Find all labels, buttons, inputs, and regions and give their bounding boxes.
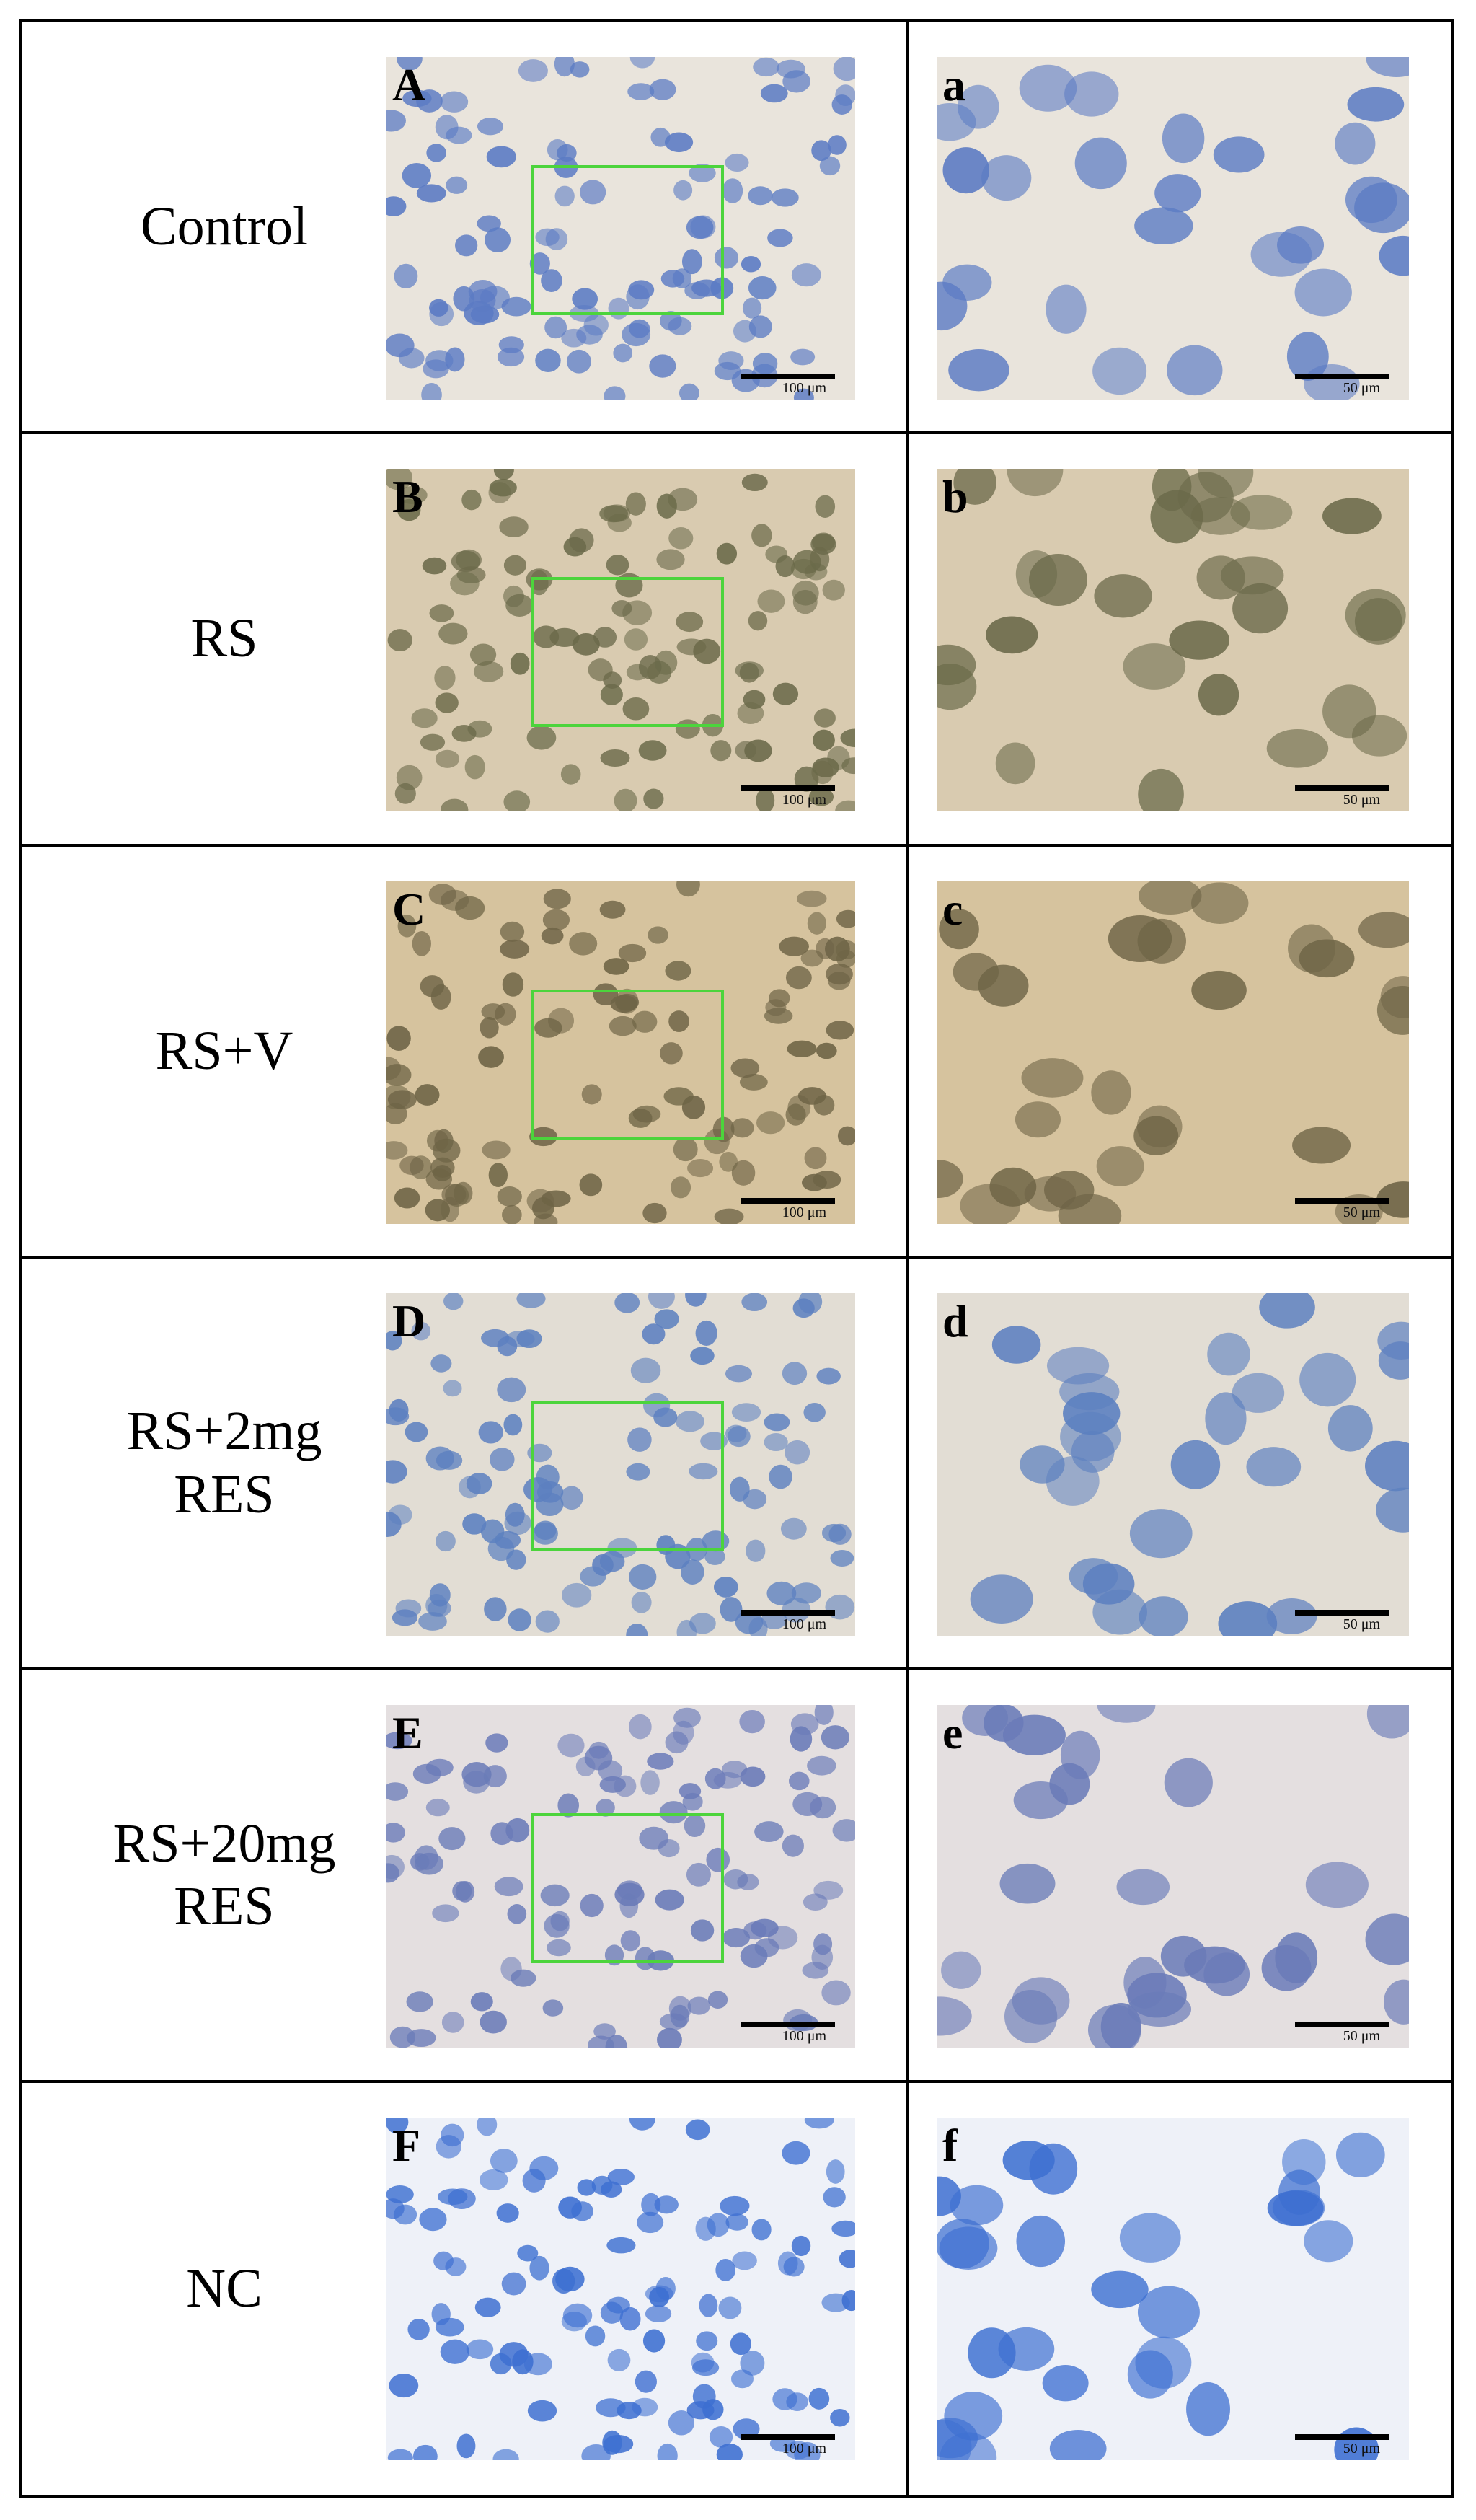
- micrograph: [937, 57, 1409, 400]
- micrograph: [937, 1293, 1409, 1636]
- row-label-line: RS: [190, 608, 258, 669]
- micrograph: [386, 469, 855, 812]
- panel-letter: E: [392, 1707, 423, 1759]
- high-magnification-panel: b 50 μm: [937, 469, 1409, 812]
- panel-letter: c: [942, 883, 963, 935]
- scale-label: 100 μm: [782, 2440, 826, 2457]
- row-label-line: NC: [186, 2257, 262, 2319]
- panel-letter: A: [392, 59, 426, 111]
- scale-label: 50 μm: [1343, 2028, 1380, 2045]
- panel-letter: b: [942, 471, 968, 523]
- micrograph: [937, 1705, 1409, 2048]
- low-magnification-panel: D 100 μm: [386, 1293, 855, 1636]
- panel-letter: e: [942, 1707, 963, 1759]
- micrograph: [937, 881, 1409, 1224]
- row-label: RS+V: [22, 847, 426, 1256]
- inset-box: [531, 989, 724, 1140]
- high-magnification-panel: f 50 μm: [937, 2117, 1409, 2460]
- micrograph: [386, 1705, 855, 2048]
- row-label: RS: [22, 434, 426, 843]
- row-label-line: RS+2mg: [126, 1401, 322, 1462]
- panel-letter: a: [942, 59, 965, 111]
- scale-bar: [1295, 785, 1389, 792]
- high-magnification-panel: e 50 μm: [937, 1705, 1409, 2048]
- high-magnification-panel: c 50 μm: [937, 881, 1409, 1224]
- micrograph: [386, 2117, 855, 2460]
- inset-box: [531, 165, 724, 316]
- scale-bar: [741, 374, 835, 380]
- scale-label: 100 μm: [782, 2028, 826, 2045]
- scale-bar: [1295, 374, 1389, 380]
- scale-label: 50 μm: [1343, 380, 1380, 397]
- scale-bar: [741, 1610, 835, 1616]
- panel-letter: D: [392, 1295, 426, 1347]
- row-label-line: Control: [140, 195, 309, 257]
- scale-label: 50 μm: [1343, 1616, 1380, 1633]
- inset-box: [531, 1401, 724, 1552]
- figure-row: NC F 100 μm f 50 μm: [22, 2083, 1451, 2495]
- row-label-line: RES: [174, 1875, 275, 1937]
- panel-letter: d: [942, 1295, 968, 1347]
- scale-label: 100 μm: [782, 1616, 826, 1633]
- figure-row: RS B 100 μm b 50 μm: [22, 434, 1451, 847]
- row-label-line: RS+20mg: [112, 1812, 336, 1874]
- scale-bar: [741, 785, 835, 792]
- scale-label: 50 μm: [1343, 792, 1380, 809]
- figure: Control A 100 μm a 50 μm RS B 100 μm b 50 μm RS+V C…: [19, 19, 1454, 2498]
- column-divider: [906, 22, 909, 2495]
- inset-box: [531, 577, 724, 728]
- figure-row: RS+20mg RES E 100 μm e 50 μm: [22, 1670, 1451, 2083]
- scale-bar: [741, 2022, 835, 2028]
- micrograph: [386, 881, 855, 1224]
- figure-row: Control A 100 μm a 50 μm: [22, 22, 1451, 435]
- scale-bar: [1295, 1610, 1389, 1616]
- scale-label: 100 μm: [782, 792, 826, 809]
- figure-row: RS+V C 100 μm c 50 μm: [22, 847, 1451, 1259]
- low-magnification-panel: F 100 μm: [386, 2117, 855, 2460]
- scale-label: 50 μm: [1343, 2440, 1380, 2457]
- panel-letter: C: [392, 883, 426, 935]
- row-label-line: RES: [174, 1463, 275, 1525]
- row-label-line: RS+V: [155, 1020, 293, 1081]
- scale-label: 50 μm: [1343, 1204, 1380, 1220]
- low-magnification-panel: A 100 μm: [386, 57, 855, 400]
- micrograph: [937, 2117, 1409, 2460]
- row-label: RS+2mg RES: [22, 1259, 426, 1667]
- row-label: NC: [22, 2083, 426, 2495]
- high-magnification-panel: d 50 μm: [937, 1293, 1409, 1636]
- panel-letter: F: [392, 2119, 421, 2171]
- scale-bar: [1295, 2433, 1389, 2440]
- scale-bar: [1295, 2022, 1389, 2028]
- low-magnification-panel: C 100 μm: [386, 881, 855, 1224]
- panel-letter: f: [942, 2119, 958, 2171]
- row-label: Control: [22, 22, 426, 431]
- low-magnification-panel: E 100 μm: [386, 1705, 855, 2048]
- inset-box: [531, 1813, 724, 1964]
- scale-label: 100 μm: [782, 380, 826, 397]
- scale-bar: [1295, 1197, 1389, 1204]
- high-magnification-panel: a 50 μm: [937, 57, 1409, 400]
- micrograph: [937, 469, 1409, 812]
- scale-bar: [741, 1197, 835, 1204]
- panel-letter: B: [392, 471, 423, 523]
- figure-row: RS+2mg RES D 100 μm d 50 μm: [22, 1259, 1451, 1671]
- scale-bar: [741, 2433, 835, 2440]
- micrograph: [386, 1293, 855, 1636]
- row-label: RS+20mg RES: [22, 1670, 426, 2079]
- scale-label: 100 μm: [782, 1204, 826, 1220]
- low-magnification-panel: B 100 μm: [386, 469, 855, 812]
